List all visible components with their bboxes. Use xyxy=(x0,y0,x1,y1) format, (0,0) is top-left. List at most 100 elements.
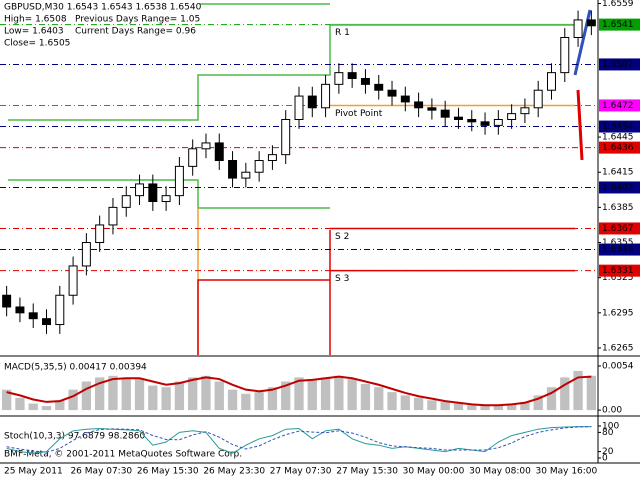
candle-body xyxy=(560,36,570,74)
candle-body xyxy=(81,242,91,267)
level-box xyxy=(599,181,640,194)
macd-bar xyxy=(214,381,224,411)
macd-bar xyxy=(201,375,211,411)
candle-body xyxy=(294,95,304,121)
candle-body xyxy=(15,306,25,314)
macd-label: MACD(5,35,5) 0.00417 0.00394 xyxy=(4,363,147,373)
macd-bar xyxy=(360,383,371,411)
macd-bar xyxy=(95,377,105,411)
macd-bar xyxy=(573,370,583,411)
macd-bar xyxy=(560,377,570,411)
x-tick-label: 30 May 08:00 xyxy=(469,467,531,477)
candle-body xyxy=(201,142,211,150)
y-tick-label: 1.6325 xyxy=(602,273,634,283)
stoch-signal xyxy=(6,426,592,453)
y-tick-label: 1.6559 xyxy=(602,0,634,9)
candle-body xyxy=(188,148,198,167)
y-tick-label: 0.0054 xyxy=(602,361,634,371)
macd-bar xyxy=(15,397,25,411)
y-tick-label: 20 xyxy=(602,447,614,457)
macd-bar xyxy=(413,397,424,411)
y-tick-label: 1.6415 xyxy=(602,168,634,178)
candle-body xyxy=(520,107,530,115)
candle-body xyxy=(400,95,410,103)
level-box xyxy=(599,120,640,133)
level-box xyxy=(599,222,640,235)
candle-body xyxy=(241,171,251,179)
candle-body xyxy=(440,109,450,118)
candle-body xyxy=(55,294,65,326)
level-box xyxy=(599,99,640,112)
macd-bar xyxy=(546,387,557,411)
x-tick-label: 27 May 07:30 xyxy=(270,467,332,477)
macd-bar xyxy=(387,392,397,411)
pivot-label: R 1 xyxy=(335,28,350,38)
candle-body xyxy=(68,265,78,296)
candle-body xyxy=(374,83,384,91)
candle-body xyxy=(334,72,344,85)
macd-bar xyxy=(134,379,145,411)
close-text: Close= 1.6505 xyxy=(4,39,70,49)
x-tick-label: 27 May 15:30 xyxy=(336,467,398,477)
level-box xyxy=(599,58,640,71)
macd-bar xyxy=(427,400,437,411)
candle-body xyxy=(148,183,158,203)
macd-bar xyxy=(374,387,384,411)
macd-bar xyxy=(281,381,291,411)
macd-bar xyxy=(307,379,317,411)
macd-bar xyxy=(586,375,597,411)
macd-bar xyxy=(121,377,131,411)
level-label: 1.6331 xyxy=(602,266,634,276)
level-box xyxy=(599,18,640,31)
pivot-label: S 3 xyxy=(335,274,349,284)
candle-body xyxy=(427,107,437,111)
level-label: 1.6402 xyxy=(602,183,634,193)
y-tick-label: 1.6385 xyxy=(602,203,634,213)
candle-body xyxy=(42,318,51,326)
pivot-steps xyxy=(8,179,330,209)
macd-bar xyxy=(188,377,198,411)
candle-body xyxy=(507,113,517,121)
y-tick-label: 1.6355 xyxy=(602,238,634,248)
macd-bar xyxy=(68,389,78,411)
level-box xyxy=(599,243,640,256)
symbol-header: GBPUSD,M30 1.6543 1.6543 1.6538 1.6540 xyxy=(4,3,202,13)
candle-body xyxy=(214,142,224,162)
candle-body xyxy=(28,312,38,320)
macd-bar xyxy=(400,395,410,411)
x-tick-label: 26 May 23:30 xyxy=(203,467,265,477)
candle-body xyxy=(573,19,583,38)
stoch-label: Stoch(10,3,3) 97.6879 98.2860 xyxy=(4,432,145,442)
pivot-label: S 2 xyxy=(335,232,349,242)
macd-bar xyxy=(467,405,477,411)
macd-bar xyxy=(453,403,464,411)
macd-bar xyxy=(520,401,530,411)
candle-body xyxy=(387,89,397,97)
macd-bar xyxy=(294,377,304,411)
y-tick-label: 0.00 xyxy=(602,406,622,416)
level-label: 1.6454 xyxy=(602,122,634,132)
macd-bar xyxy=(41,406,52,411)
x-tick-label: 30 May 16:00 xyxy=(536,467,598,477)
macd-bar xyxy=(334,375,344,411)
level-label: 1.6541 xyxy=(602,20,634,30)
macd-bar xyxy=(493,405,503,411)
candle-body xyxy=(347,72,357,79)
candle-body xyxy=(254,160,264,173)
macd-bar xyxy=(81,381,92,411)
y-tick-label: 1.6295 xyxy=(602,308,634,318)
high-text: High= 1.6508 xyxy=(4,15,67,25)
candle-body xyxy=(493,119,503,126)
candle-body xyxy=(321,83,331,109)
cur-range: Current Days Range= 0.96 xyxy=(75,27,196,37)
macd-bar xyxy=(227,389,238,411)
macd-bar xyxy=(440,401,450,411)
level-box xyxy=(599,141,640,154)
macd-bar xyxy=(267,387,278,411)
candle-body xyxy=(453,116,463,121)
macd-bar xyxy=(506,403,517,411)
candle-body xyxy=(480,121,490,126)
x-tick-label: 25 May 2011 xyxy=(4,467,63,477)
macd-bar xyxy=(320,377,331,411)
